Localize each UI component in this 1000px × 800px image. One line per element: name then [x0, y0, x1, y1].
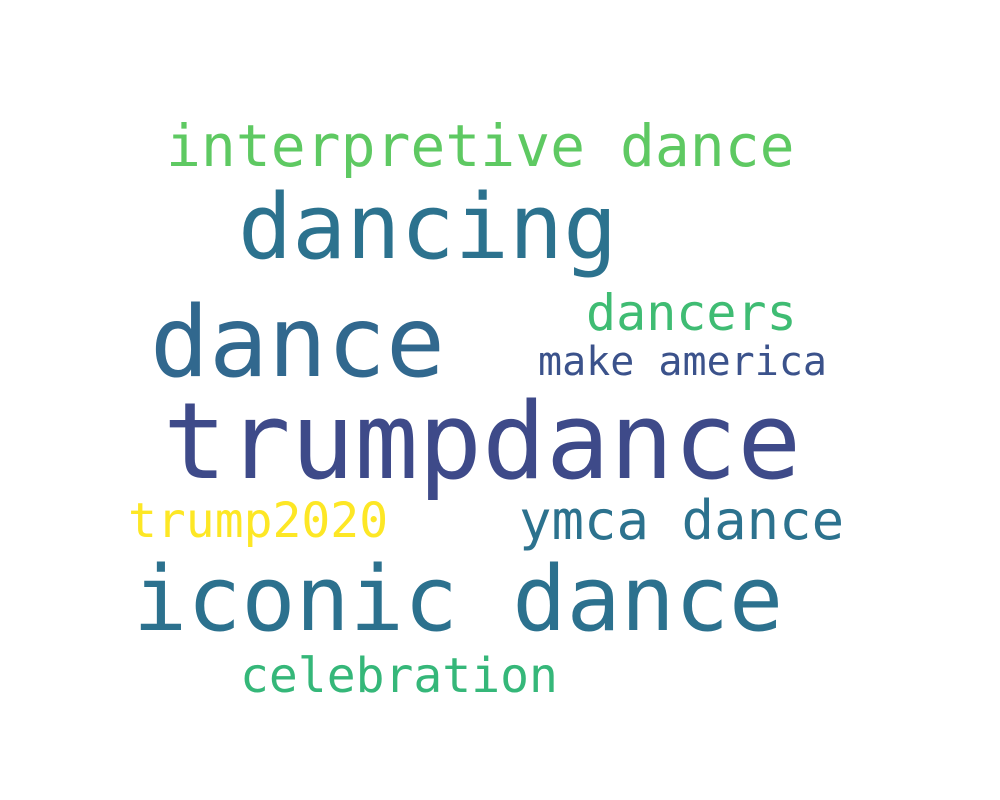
word-dance: dance [150, 286, 446, 400]
word-celebration: celebration [240, 648, 558, 704]
word-trumpdance: trumpdance [163, 380, 802, 503]
word-interpretive-dance: interpretive dance [166, 112, 795, 180]
word-trump2020: trump2020 [128, 493, 389, 549]
word-iconic-dance: iconic dance [133, 547, 784, 652]
word-ymca-dance: ymca dance [519, 489, 845, 552]
word-dancing: dancing [238, 175, 618, 280]
word-make-america: make america [538, 339, 827, 385]
word-dancers: dancers [586, 284, 797, 342]
